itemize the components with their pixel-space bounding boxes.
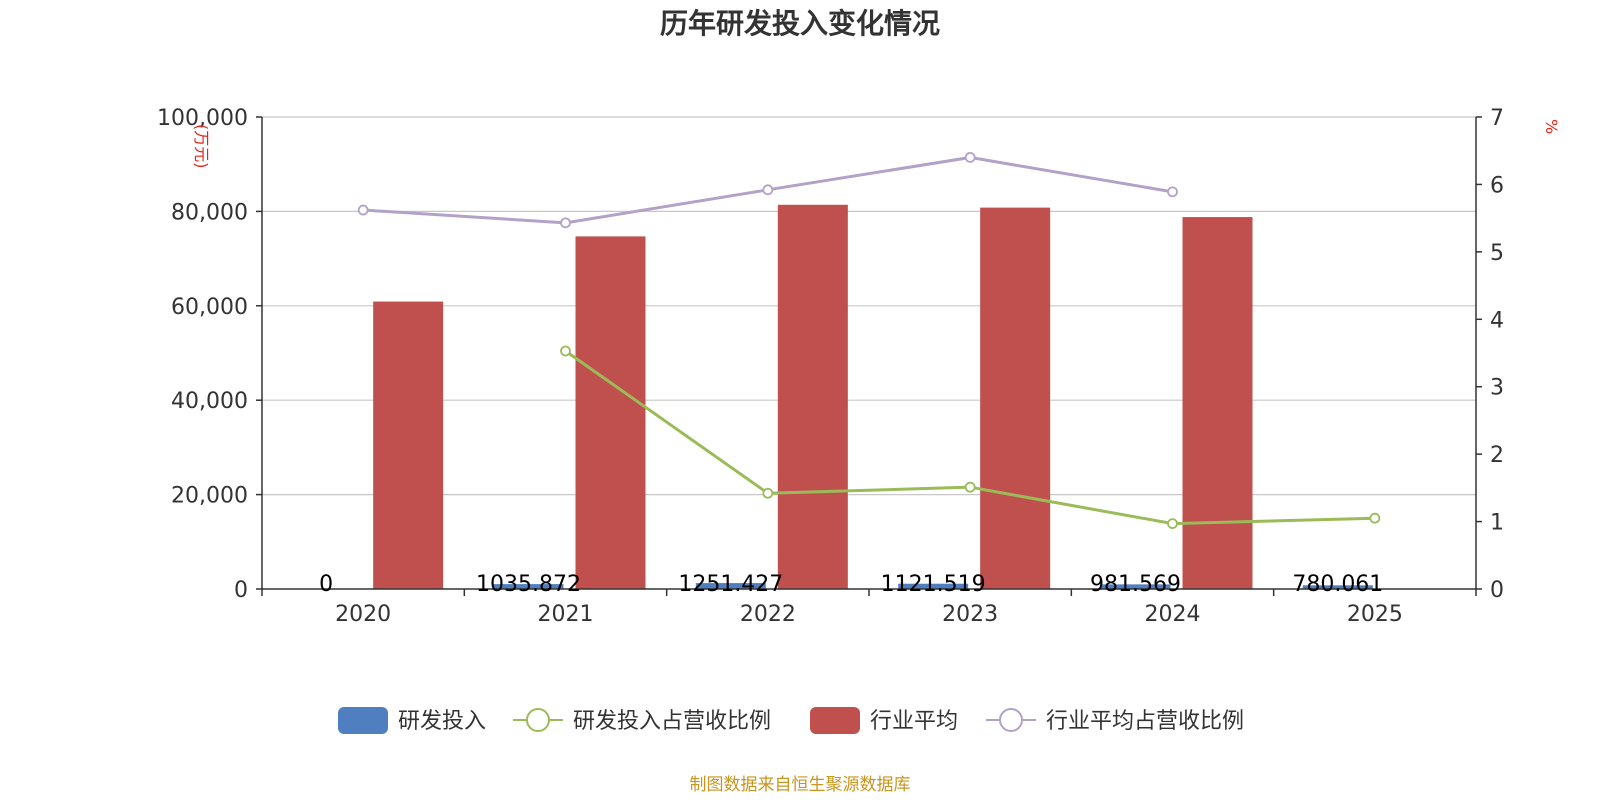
point-industry-ratio <box>357 204 369 216</box>
bar-value-label: 1251.427 <box>678 572 783 597</box>
bar-labels: 0 1035.872 1251.427 1121.519 981.569 780.061 <box>319 572 1383 597</box>
bar-value-label: 981.569 <box>1090 572 1181 597</box>
bar-rd-investment <box>695 583 766 589</box>
legend-item[interactable]: 行业平均占营收比例 <box>986 708 1244 734</box>
bar-value-label: 1121.519 <box>881 572 986 597</box>
bar-rd-investment <box>898 583 969 589</box>
right-axis-unit: % <box>1542 119 1561 134</box>
right-axis-tick-label: 2 <box>1490 443 1504 468</box>
point-rd-ratio <box>964 481 976 493</box>
bar-industry-average <box>1182 217 1253 589</box>
x-axis-tick-label: 2021 <box>538 602 594 627</box>
bar-rd-investment <box>493 584 564 589</box>
line-rd-ratio <box>564 349 1375 526</box>
right-axis-tick-label: 3 <box>1490 376 1504 401</box>
bar-industry-average <box>980 207 1051 589</box>
point-rd-ratio <box>560 345 571 357</box>
legend-label: 行业平均 <box>870 709 958 734</box>
legend-label: 研发投入 <box>398 709 486 734</box>
right-axis-tick-label: 0 <box>1490 578 1504 603</box>
left-axis-unit: (万元) <box>192 124 211 169</box>
bar-rd-investment <box>1302 585 1373 589</box>
x-axis-tick-label: 2023 <box>942 602 998 627</box>
legend-marker <box>999 708 1023 732</box>
legend-item[interactable]: 研发投入 <box>338 707 486 734</box>
x-axis-tick-label: 2025 <box>1347 602 1403 627</box>
series-lines <box>357 152 1381 529</box>
left-axis-tick-label: 0 <box>234 578 248 603</box>
left-axis-tick-label: 60,000 <box>171 295 248 320</box>
right-axis-tick-label: 4 <box>1490 308 1504 333</box>
point-industry-ratio <box>560 217 571 229</box>
data-source-note: 制图数据来自恒生聚源数据库 <box>690 775 911 795</box>
right-axis-tick-label: 5 <box>1490 241 1504 266</box>
legend-label: 行业平均占营收比例 <box>1046 709 1244 734</box>
legend-item[interactable]: 行业平均 <box>810 707 958 734</box>
legend-label: 研发投入占营收比例 <box>573 709 771 734</box>
right-axis-tick-label: 6 <box>1490 173 1504 198</box>
right-axis-tick-label: 7 <box>1490 106 1504 131</box>
point-industry-ratio <box>762 184 774 196</box>
bar-value-label: 1035.872 <box>476 572 581 597</box>
legend-bar-swatch <box>338 707 388 734</box>
point-rd-ratio <box>1167 518 1178 529</box>
point-industry-ratio <box>1167 186 1178 198</box>
point-industry-ratio <box>964 152 976 163</box>
left-axis-tick-label: 20,000 <box>171 484 248 509</box>
left-axis-tick-label: 40,000 <box>171 389 248 414</box>
bar-value-label: 780.061 <box>1292 572 1383 597</box>
point-rd-ratio <box>762 487 774 499</box>
legend-marker <box>526 708 550 732</box>
x-axis-tick-label: 2024 <box>1145 602 1201 627</box>
bar-industry-average <box>575 236 646 589</box>
bars <box>373 204 1373 590</box>
x-axis-tick-label: 2022 <box>740 602 796 627</box>
bar-industry-average <box>777 204 848 590</box>
x-axis-tick-label: 2020 <box>335 602 391 627</box>
legend: 研发投入 研发投入占营收比例 行业平均 行业平均占营收比例 <box>338 707 1244 734</box>
chart-title: 历年研发投入变化情况 <box>660 7 940 40</box>
point-rd-ratio <box>1369 512 1381 524</box>
right-axis-tick-label: 1 <box>1490 511 1504 536</box>
left-axis-tick-label: 100,000 <box>157 106 248 131</box>
axes: 0 20,000 40,000 60,000 80,000 100,000 0 1 2 3 4 5 6 7… <box>157 106 1561 627</box>
legend-item[interactable]: 研发投入占营收比例 <box>513 708 771 734</box>
left-axis-tick-label: 80,000 <box>171 200 248 225</box>
bar-rd-investment <box>1100 584 1171 589</box>
bar-value-label: 0 <box>319 572 333 597</box>
legend-bar-swatch <box>810 707 860 734</box>
bar-industry-average <box>373 301 444 589</box>
grid-lines <box>262 116 1476 496</box>
